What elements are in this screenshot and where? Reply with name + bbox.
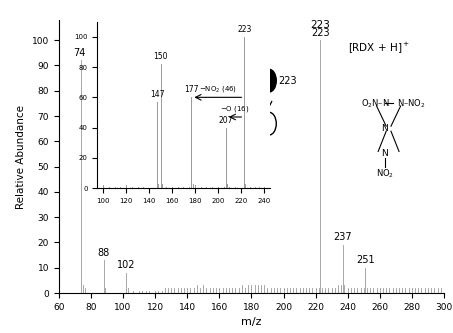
Text: 207: 207 [219, 116, 233, 125]
Text: $-\mathrm{O}\ (16)$: $-\mathrm{O}\ (16)$ [220, 104, 250, 114]
Text: N: N [381, 124, 388, 133]
Text: 223: 223 [311, 28, 330, 38]
Circle shape [262, 69, 276, 92]
Text: 150: 150 [153, 52, 168, 61]
Text: 237: 237 [333, 232, 352, 242]
Text: 102: 102 [117, 260, 135, 270]
Circle shape [262, 112, 276, 135]
Text: 251: 251 [356, 255, 375, 265]
Text: 177: 177 [184, 85, 199, 94]
Text: 223: 223 [279, 76, 297, 86]
Text: N–$\mathrm{NO_2}$: N–$\mathrm{NO_2}$ [397, 97, 426, 110]
Text: $-\mathrm{NO_2}\ (46)$: $-\mathrm{NO_2}\ (46)$ [199, 84, 237, 94]
Text: 223: 223 [237, 25, 251, 34]
Text: 223: 223 [310, 20, 330, 30]
Text: 88: 88 [98, 248, 110, 258]
Text: $\mathrm{NO_2}$: $\mathrm{NO_2}$ [376, 168, 394, 180]
Text: 74: 74 [73, 48, 86, 58]
Y-axis label: Relative Abundance: Relative Abundance [16, 105, 26, 208]
Text: [RDX + H]$^+$: [RDX + H]$^+$ [348, 40, 410, 55]
Text: 147: 147 [150, 90, 164, 99]
X-axis label: m/z: m/z [241, 317, 262, 327]
Text: $\mathrm{O_2N}$–N: $\mathrm{O_2N}$–N [361, 97, 389, 110]
Text: N: N [381, 150, 388, 159]
